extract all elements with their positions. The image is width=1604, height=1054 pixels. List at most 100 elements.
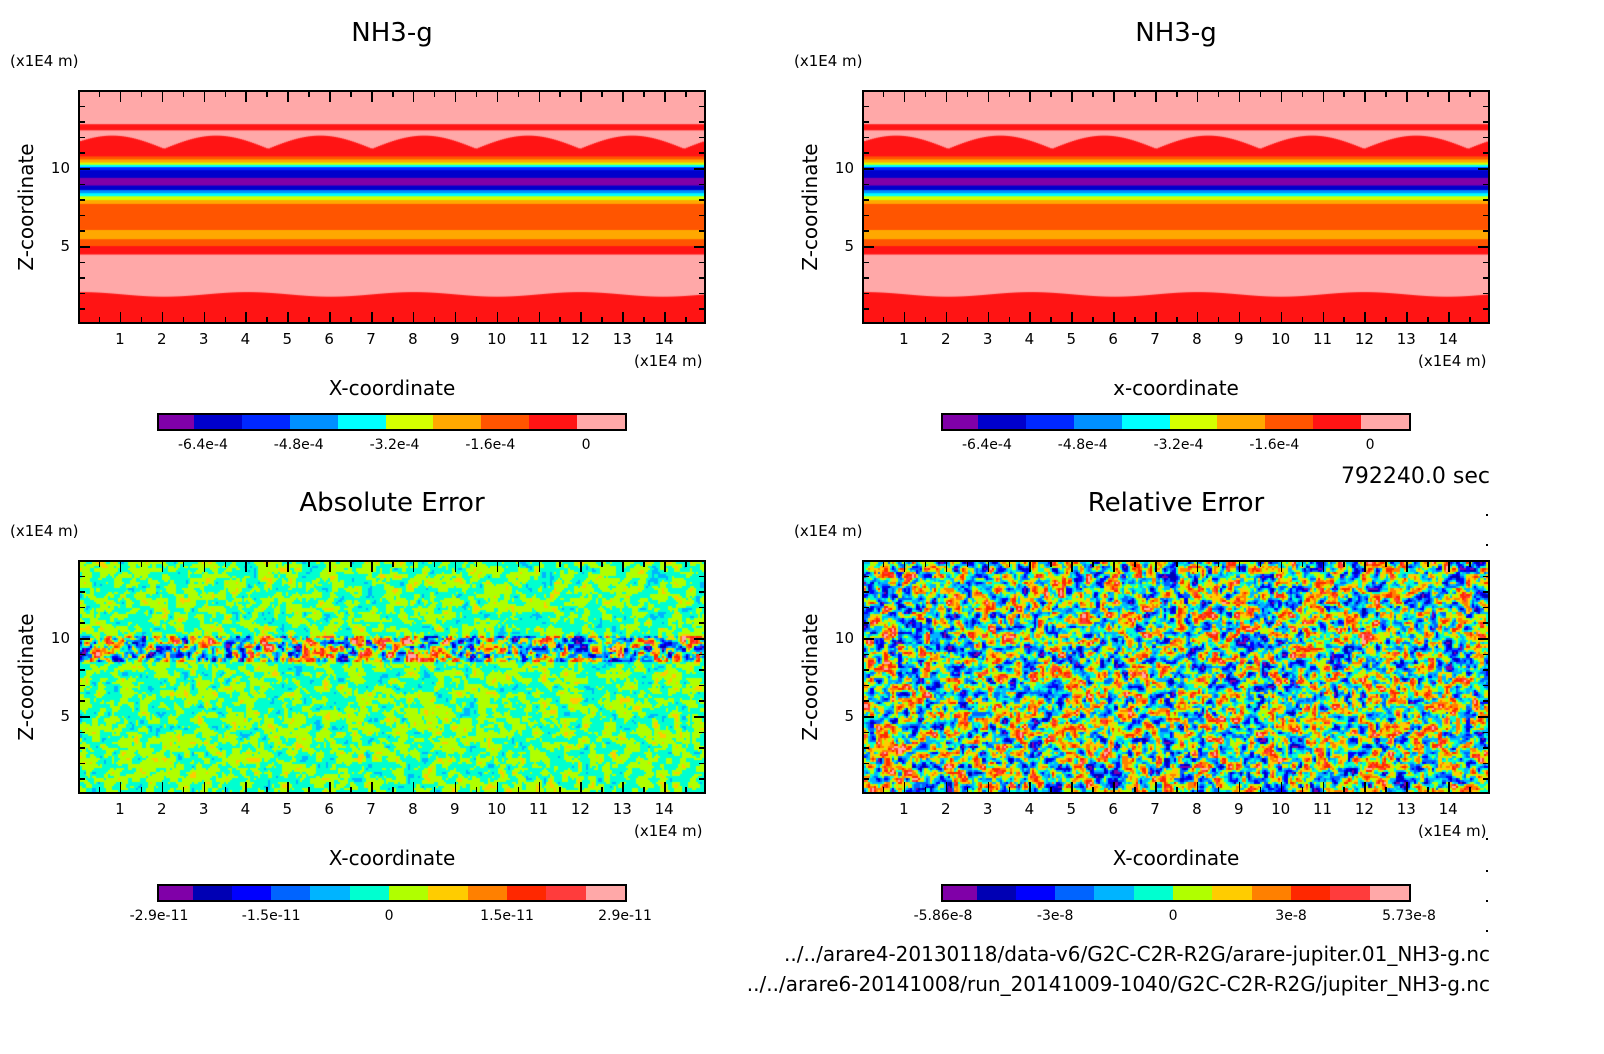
y-axis-label: Z-coordinate (798, 613, 822, 741)
tick-mark (882, 317, 885, 324)
tick-mark (1483, 292, 1490, 295)
tick-mark (622, 782, 624, 794)
tick-mark (371, 312, 373, 324)
tick-mark (1364, 560, 1366, 572)
tick-mark (475, 90, 478, 97)
tick-mark (78, 136, 85, 139)
colorbar-swatch (943, 886, 977, 900)
tick-mark (1238, 90, 1241, 102)
plot-area (862, 560, 1490, 794)
tick-mark (694, 716, 706, 718)
tick-mark (224, 317, 227, 324)
colorbar-swatch (1369, 886, 1409, 900)
tick-mark (78, 261, 85, 264)
x-axis-label: x-coordinate (1113, 376, 1239, 400)
tick-mark (245, 782, 247, 794)
tick-mark (140, 317, 143, 324)
tick-mark (1385, 317, 1387, 324)
tick-mark (98, 560, 101, 567)
tick-mark (1448, 90, 1450, 102)
tick-mark (862, 246, 874, 248)
tick-mark (862, 622, 869, 624)
tick-mark (1008, 317, 1011, 324)
tick-mark (699, 121, 706, 123)
x-tick-label: 12 (570, 330, 590, 348)
tick-mark (287, 782, 289, 794)
contour-field (864, 92, 1488, 322)
tick-mark (987, 560, 990, 572)
tick-mark (454, 782, 457, 794)
tick-mark (182, 317, 185, 324)
tick-mark (245, 90, 247, 102)
tick-mark (987, 312, 990, 324)
colorbar-swatch (159, 415, 194, 429)
tick-mark (78, 246, 90, 248)
x-tick-label: 10 (1271, 800, 1291, 818)
tick-mark (1029, 312, 1031, 324)
tick-mark (140, 90, 143, 97)
tick-mark (664, 560, 666, 572)
tick-mark (266, 560, 268, 567)
tick-mark (1483, 261, 1490, 264)
file-path-1: ../../arare4-20130118/data-v6/G2C-C2R-R2… (783, 942, 1490, 966)
tick-mark (1483, 684, 1490, 687)
plot-area (862, 90, 1490, 324)
x-axis-label: X-coordinate (328, 846, 456, 870)
tick-mark (287, 312, 289, 324)
contour-field (864, 562, 1488, 792)
tick-mark (1301, 787, 1304, 794)
x-tick-label: 7 (1150, 330, 1160, 348)
tick-mark (862, 230, 869, 232)
tick-mark (517, 787, 520, 794)
tick-mark (903, 90, 906, 102)
tick-mark (903, 560, 906, 572)
x-axis-unit: (x1E4 m) (1418, 352, 1487, 370)
x-tick-label: 7 (366, 800, 376, 818)
tick-mark (882, 560, 885, 567)
tick-mark (862, 261, 869, 264)
chart-title: Absolute Error (299, 488, 485, 518)
x-axis-label: X-coordinate (328, 376, 456, 400)
colorbar-swatch (1015, 886, 1056, 900)
tick-mark (1176, 317, 1178, 324)
tick-mark (78, 105, 85, 108)
x-tick-label: 8 (1192, 800, 1202, 818)
colorbar-swatch (1055, 886, 1095, 900)
tick-mark (1483, 747, 1490, 749)
tick-mark (1469, 90, 1471, 97)
tick-mark (496, 90, 499, 102)
x-tick-label: 11 (528, 800, 549, 818)
tick-mark (862, 199, 869, 201)
colorbar-swatch (585, 886, 625, 900)
tick-mark (1483, 653, 1490, 656)
x-tick-label: 10 (1271, 330, 1291, 348)
tick-mark (622, 560, 624, 572)
tick-mark (1113, 560, 1115, 572)
tick-mark (1385, 560, 1387, 567)
x-tick-label: 6 (324, 330, 334, 348)
tick-mark (699, 183, 706, 186)
colorbar-swatch (1025, 415, 1074, 429)
tick-mark (517, 90, 520, 97)
colorbar-swatch (1173, 886, 1213, 900)
tick-mark (1483, 183, 1490, 186)
x-tick-label: 2 (940, 330, 951, 348)
tick-mark (78, 214, 85, 217)
tick-mark (412, 782, 415, 794)
tick-mark (1134, 317, 1136, 324)
tick-mark (966, 787, 969, 794)
tick-mark (1483, 575, 1490, 578)
tick-mark (1483, 230, 1490, 232)
time-label: 792240.0 sec (1340, 464, 1490, 489)
tick-mark (371, 90, 373, 102)
tick-mark (966, 560, 969, 567)
tick-mark (78, 308, 85, 310)
tick-mark (622, 90, 624, 102)
tick-mark (78, 622, 85, 624)
colorbar-tick-label: -3e-8 (1036, 908, 1074, 924)
x-tick-label: 5 (282, 330, 293, 348)
x-tick-label: 10 (487, 800, 507, 818)
tick-mark (862, 168, 874, 170)
tick-mark (1406, 312, 1408, 324)
tick-mark (699, 575, 706, 578)
